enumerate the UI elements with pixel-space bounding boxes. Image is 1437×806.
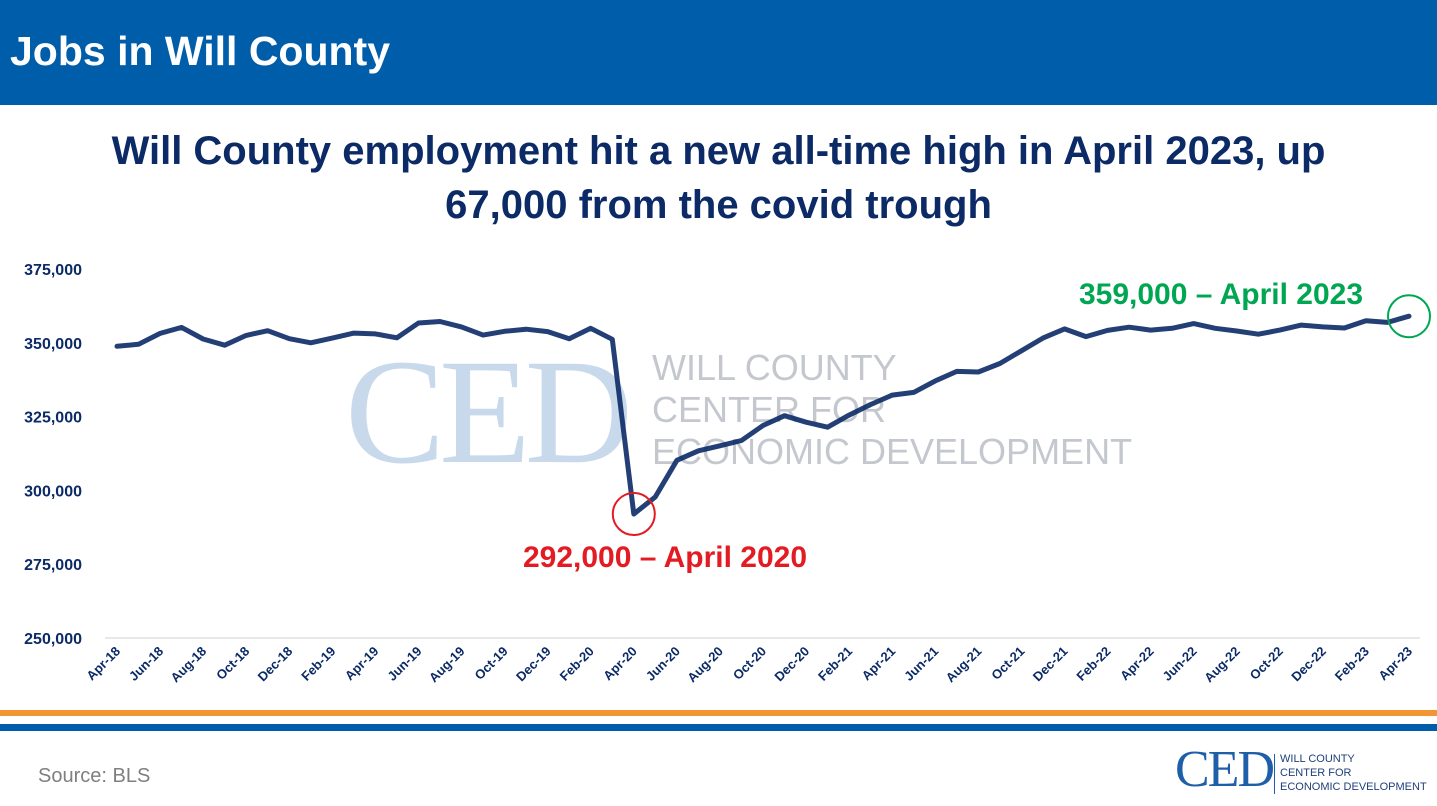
- x-tick-label: Apr-18: [83, 644, 123, 684]
- peak-annotation-label: 359,000 – April 2023: [1079, 278, 1363, 311]
- logo-letters: CED: [1175, 741, 1275, 798]
- x-tick-label: Apr-19: [342, 644, 382, 684]
- logo-line-1: WILL COUNTY: [1280, 753, 1355, 765]
- y-tick-label: 325,000: [24, 410, 82, 427]
- logo-divider: [1274, 754, 1275, 794]
- x-tick-label: Jun-18: [126, 644, 166, 684]
- x-tick-label: Jun-19: [384, 644, 424, 684]
- x-tick-label: Apr-20: [600, 644, 640, 684]
- x-tick-label: Feb-22: [1073, 644, 1113, 684]
- watermark-line-3: ECONOMIC DEVELOPMENT: [652, 431, 1132, 472]
- x-tick-label: Aug-22: [1201, 644, 1243, 686]
- y-axis: 250,000 275,000 300,000 325,000 350,000 375,0…: [24, 262, 82, 648]
- x-tick-label: Dec-19: [513, 644, 554, 685]
- x-tick-label: Feb-21: [815, 644, 855, 684]
- x-tick-label: Oct-20: [730, 644, 769, 683]
- y-tick-label: 350,000: [24, 336, 82, 353]
- chart-annotations: 292,000 – April 2020 359,000 – April 2023: [523, 278, 1431, 574]
- x-tick-label: Apr-23: [1375, 644, 1415, 684]
- x-tick-label: Oct-18: [213, 644, 252, 683]
- x-tick-label: Aug-19: [426, 644, 468, 686]
- footer-stripe-orange: [0, 710, 1437, 716]
- footer-stripe-gap: [0, 716, 1437, 724]
- headline-line-2: 67,000 from the covid trough: [445, 183, 992, 227]
- x-axis: Apr-18 Jun-18 Aug-18 Oct-18 Dec-18 Feb-19 Apr-…: [83, 637, 1420, 686]
- x-tick-label: Jun-21: [901, 644, 941, 684]
- x-tick-label: Dec-20: [771, 644, 812, 685]
- y-tick-label: 275,000: [24, 557, 82, 574]
- slide-title: Jobs in Will County: [10, 28, 391, 74]
- trough-marker-circle: [611, 492, 656, 537]
- x-tick-label: Aug-18: [167, 644, 209, 686]
- peak-marker-circle: [1387, 294, 1431, 339]
- x-tick-label: Feb-20: [557, 644, 597, 684]
- x-tick-label: Dec-18: [255, 644, 296, 685]
- x-tick-label: Apr-21: [859, 644, 899, 684]
- ced-logo: CED WILL COUNTY CENTER FOR ECONOMIC DEVE…: [1175, 741, 1435, 798]
- x-tick-label: Oct-22: [1247, 644, 1286, 683]
- source-note: Source: BLS: [38, 765, 151, 787]
- employment-series-line: [114, 313, 1412, 517]
- y-tick-label: 300,000: [24, 483, 82, 500]
- title-bar: Jobs in Will County: [0, 0, 1437, 105]
- x-tick-label: Aug-21: [943, 644, 985, 686]
- chart-headline: Will County employment hit a new all-tim…: [40, 124, 1397, 232]
- x-tick-label: Feb-23: [1332, 644, 1372, 684]
- plot-area: [114, 313, 1412, 517]
- x-tick-label: Aug-20: [684, 644, 726, 686]
- logo-line-3: ECONOMIC DEVELOPMENT: [1280, 781, 1427, 793]
- x-tick-label: Oct-21: [988, 644, 1027, 683]
- x-tick-label: Dec-21: [1030, 644, 1071, 685]
- footer-stripe-blue: [0, 724, 1437, 731]
- y-tick-label: 375,000: [24, 262, 82, 279]
- x-tick-label: Jun-20: [643, 644, 683, 684]
- x-tick-label: Dec-22: [1288, 644, 1329, 685]
- x-tick-label: Jun-22: [1160, 644, 1200, 684]
- x-tick-label: Oct-19: [471, 644, 510, 683]
- watermark-letters: CED: [345, 329, 628, 495]
- headline-line-1: Will County employment hit a new all-tim…: [111, 129, 1326, 173]
- trough-annotation-label: 292,000 – April 2020: [523, 541, 807, 574]
- watermark-line-1: WILL COUNTY: [652, 347, 897, 388]
- x-tick-label: Apr-22: [1117, 644, 1157, 684]
- y-tick-label: 250,000: [24, 631, 82, 648]
- logo-line-2: CENTER FOR: [1280, 767, 1352, 779]
- x-tick-label: Feb-19: [298, 644, 338, 684]
